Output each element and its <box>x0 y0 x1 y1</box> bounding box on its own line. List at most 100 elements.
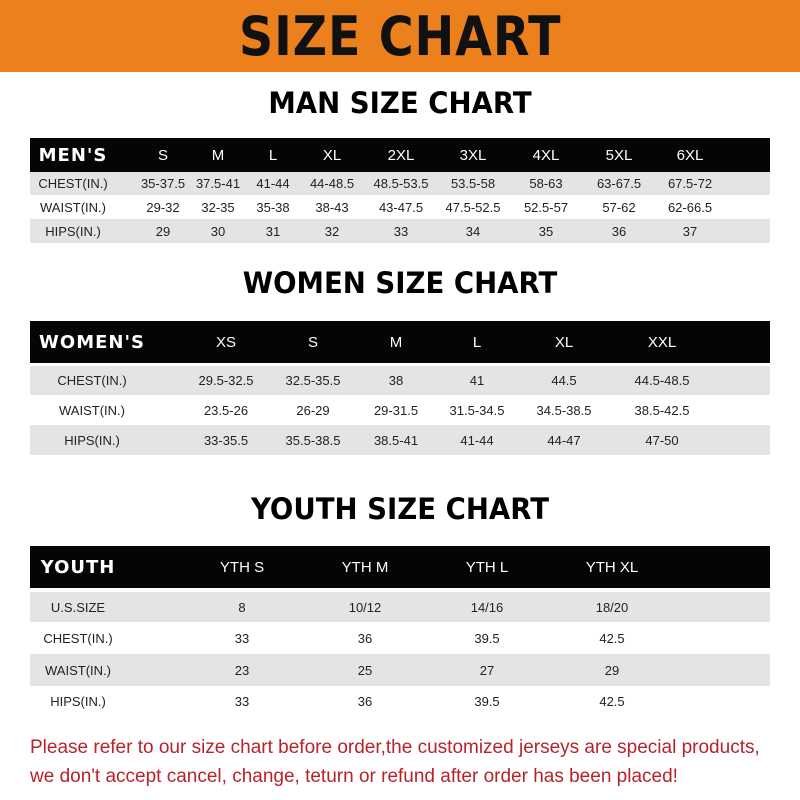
table-cell: 18/20 <box>595 599 629 615</box>
table-cell: 35 <box>538 223 554 239</box>
table-row: HIPS(IN.) 29 30 31 32 33 34 35 36 37 <box>30 219 770 243</box>
table-cell: 35-37.5 <box>140 176 186 191</box>
table-row: CHEST(IN.) 35-37.5 37.5-41 41-44 44-48.5 48.5… <box>30 172 770 195</box>
table-cell: 5XL <box>605 146 633 164</box>
table-cell: 31 <box>265 223 281 239</box>
table-cell: 23.5-26 <box>203 402 249 418</box>
table-cell: 29 <box>155 223 171 239</box>
table-cell: YTH M <box>341 558 389 576</box>
table-cell: 44-48.5 <box>309 176 355 191</box>
table-cell: XL <box>322 146 342 164</box>
table-cell: 4XL <box>532 146 560 164</box>
table-cell: 42.5 <box>599 694 625 709</box>
table-cell: 26-29 <box>296 402 330 418</box>
table-cell: 33 <box>234 630 250 646</box>
table-cell: 44-47 <box>547 432 581 448</box>
table-cell: 39.5 <box>474 630 500 646</box>
row-label: U.S.SIZE <box>50 599 106 615</box>
women-chart-title: WOMEN SIZE CHART <box>242 266 558 300</box>
youth-chart-title: YOUTH SIZE CHART <box>250 492 550 526</box>
table-cell: 32.5-35.5 <box>285 373 341 388</box>
row-label: HIPS(IN.) <box>64 432 120 448</box>
row-label: HIPS(IN.) <box>50 694 106 709</box>
table-cell: 31.5-34.5 <box>449 402 505 418</box>
table-cell: S <box>157 146 169 164</box>
table-cell: S <box>307 333 319 351</box>
banner-title: SIZE CHART <box>238 4 562 68</box>
table-header-row: WOMEN'S XS S M L XL XXL <box>30 321 770 363</box>
table-cell: 38.5-41 <box>373 432 419 448</box>
row-label: WAIST(IN.) <box>45 662 111 678</box>
table-cell: 30 <box>210 223 226 239</box>
table-cell: 42.5 <box>599 630 625 646</box>
table-cell: YTH XL <box>585 558 639 576</box>
table-cell: 8 <box>238 599 246 615</box>
table-cell: 33 <box>234 694 250 709</box>
table-cell: 52.5-57 <box>523 199 569 215</box>
table-cell: 35.5-38.5 <box>285 432 341 448</box>
table-cell: M <box>389 333 403 351</box>
table-cell: 47.5-52.5 <box>445 199 501 215</box>
table-cell: 36 <box>357 630 373 646</box>
table-cell: 38.5-42.5 <box>634 402 690 418</box>
table-header-row: MEN'S S M L XL 2XL 3XL 4XL 5XL 6XL <box>30 138 770 172</box>
table-cell: 58-63 <box>529 176 563 191</box>
table-cell: 27 <box>479 662 495 678</box>
table-cell: XS <box>215 333 237 351</box>
row-label: CHEST(IN.) <box>43 630 113 646</box>
row-label: WAIST(IN.) <box>59 402 125 418</box>
table-cell: YTH L <box>465 558 509 576</box>
table-row: WAIST(IN.) 29-32 32-35 35-38 38-43 43-47.5 47.… <box>30 195 770 219</box>
table-row: WAIST(IN.) 23 25 27 29 <box>30 654 770 686</box>
table-cell: 2XL <box>387 146 415 164</box>
table-cell: 10/12 <box>348 599 382 615</box>
table-cell: 43-47.5 <box>378 199 424 215</box>
table-cell: 38 <box>388 373 404 388</box>
table-row: HIPS(IN.) 33-35.5 35.5-38.5 38.5-41 41-44 44-… <box>30 425 770 455</box>
table-cell: 14/16 <box>470 599 504 615</box>
table-cell: 3XL <box>459 146 487 164</box>
table-cell: 44.5-48.5 <box>634 373 690 388</box>
table-row: HIPS(IN.) 33 36 39.5 42.5 <box>30 686 770 717</box>
table-cell: 33 <box>393 223 409 239</box>
table-cell: 41-44 <box>256 176 290 191</box>
table-cell: 62-66.5 <box>667 199 713 215</box>
row-label: WAIST(IN.) <box>40 199 106 215</box>
table-cell: 37.5-41 <box>195 176 241 191</box>
table-cell: 37 <box>682 223 698 239</box>
table-cell: XXL <box>647 333 677 351</box>
table-cell: M <box>211 146 225 164</box>
table-cell: 34 <box>465 223 481 239</box>
table-cell: 29 <box>604 662 620 678</box>
row-label: WOMEN'S <box>39 331 145 353</box>
table-cell: 29-32 <box>146 199 180 215</box>
table-cell: 38-43 <box>315 199 349 215</box>
table-cell: 34.5-38.5 <box>536 402 592 418</box>
men-chart-title: MAN SIZE CHART <box>268 86 532 120</box>
table-cell: 36 <box>357 694 373 709</box>
table-cell: 39.5 <box>474 694 500 709</box>
notice-line-1: Please refer to our size chart before or… <box>30 737 760 758</box>
table-cell: 29-31.5 <box>373 402 419 418</box>
table-cell: 35-38 <box>256 199 290 215</box>
table-cell: 57-62 <box>602 199 636 215</box>
table-cell: YTH S <box>219 558 265 576</box>
row-label: CHEST(IN.) <box>57 373 127 388</box>
table-cell: 25 <box>357 662 373 678</box>
notice-line-2: we don't accept cancel, change, teturn o… <box>30 766 678 787</box>
table-header-row: YOUTH YTH S YTH M YTH L YTH XL <box>30 546 770 588</box>
table-row: WAIST(IN.) 23.5-26 26-29 29-31.5 31.5-34.5 34… <box>30 395 770 425</box>
table-cell: 32-35 <box>201 199 235 215</box>
table-row: U.S.SIZE 8 10/12 14/16 18/20 <box>30 592 770 622</box>
table-cell: 47-50 <box>645 432 679 448</box>
table-cell: 36 <box>611 223 627 239</box>
table-cell: 33-35.5 <box>203 432 249 448</box>
table-cell: L <box>268 146 278 164</box>
table-cell: 6XL <box>676 146 704 164</box>
row-label: HIPS(IN.) <box>45 223 101 239</box>
size-chart-banner: SIZE CHART <box>0 0 800 72</box>
table-row: CHEST(IN.) 29.5-32.5 32.5-35.5 38 41 44.5 44.5… <box>30 366 770 395</box>
table-cell: 63-67.5 <box>596 176 642 191</box>
table-cell: 32 <box>324 223 340 239</box>
table-cell: 29.5-32.5 <box>198 373 254 388</box>
